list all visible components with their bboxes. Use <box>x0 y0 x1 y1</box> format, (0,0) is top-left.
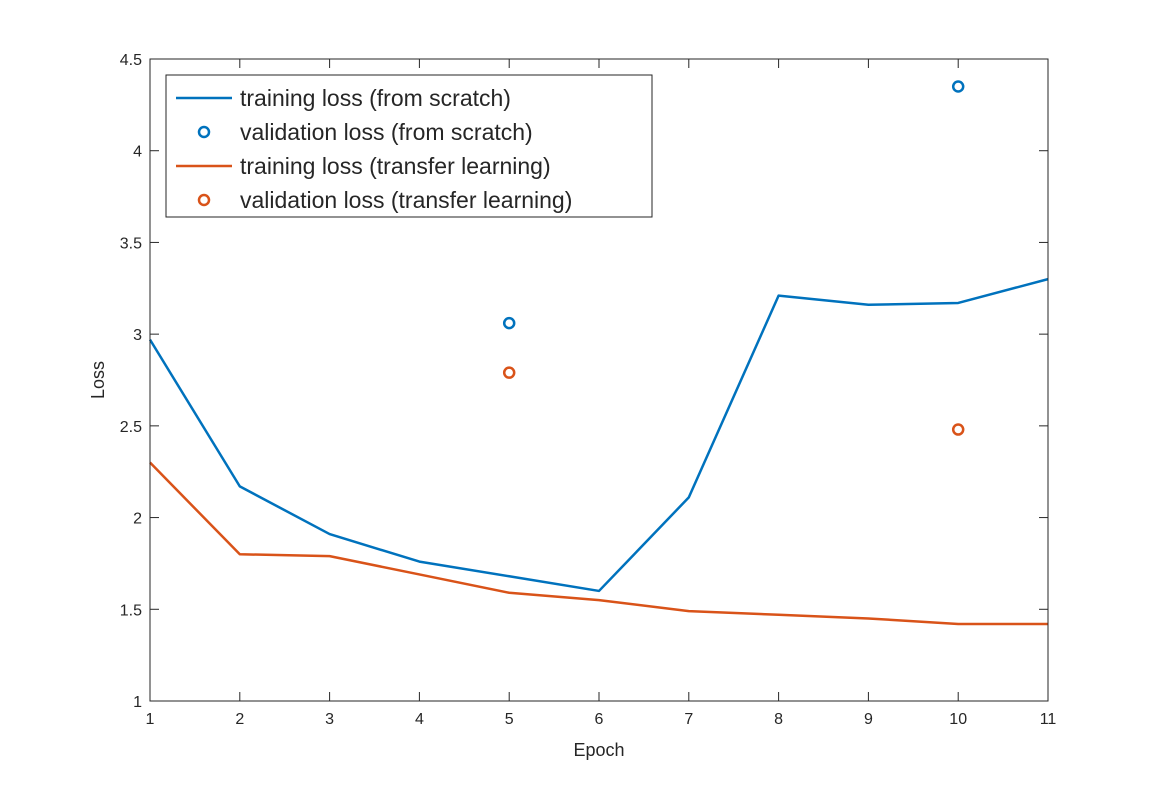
legend: training loss (from scratch) validation l… <box>165 74 653 218</box>
series-line-2 <box>149 461 1048 626</box>
x-tick-label: 3 <box>325 711 334 728</box>
x-axis-label: Epoch <box>573 740 624 760</box>
y-tick-label: 2.5 <box>120 419 142 436</box>
legend-label: validation loss (transfer learning) <box>240 187 572 213</box>
legend-swatch-marker <box>197 125 211 139</box>
y-tick-label: 1 <box>133 694 142 711</box>
x-tick-label: 6 <box>595 711 604 728</box>
legend-label: training loss (transfer learning) <box>240 153 551 179</box>
legend-box <box>165 74 653 218</box>
series-layer <box>148 80 1049 626</box>
y-tick-label: 3 <box>133 327 142 344</box>
y-axis-label: Loss <box>88 361 108 399</box>
data-point <box>502 316 516 330</box>
legend-label: training loss (from scratch) <box>240 85 511 111</box>
x-tick-label: 10 <box>949 711 967 728</box>
x-tick-label: 9 <box>864 711 873 728</box>
x-tick-label: 1 <box>146 711 155 728</box>
data-point <box>951 80 965 93</box>
y-tick-label: 2 <box>133 511 142 528</box>
y-tick-label: 4 <box>133 144 142 161</box>
y-tick-label: 3.5 <box>120 235 142 252</box>
x-tick-label: 4 <box>415 711 424 728</box>
x-tick-label: 11 <box>1040 711 1057 728</box>
x-tick-label: 7 <box>684 711 693 728</box>
data-point <box>502 366 516 379</box>
y-tick-label: 1.5 <box>120 602 142 619</box>
x-tick-label: 8 <box>774 711 783 728</box>
x-tick-label: 2 <box>235 711 244 728</box>
legend-swatch-marker <box>197 193 211 207</box>
x-tick-label: 5 <box>505 711 514 728</box>
legend-label: validation loss (from scratch) <box>240 119 533 145</box>
series-line-0 <box>148 277 1049 593</box>
data-point <box>951 423 965 436</box>
y-tick-label: 4.5 <box>120 52 142 69</box>
